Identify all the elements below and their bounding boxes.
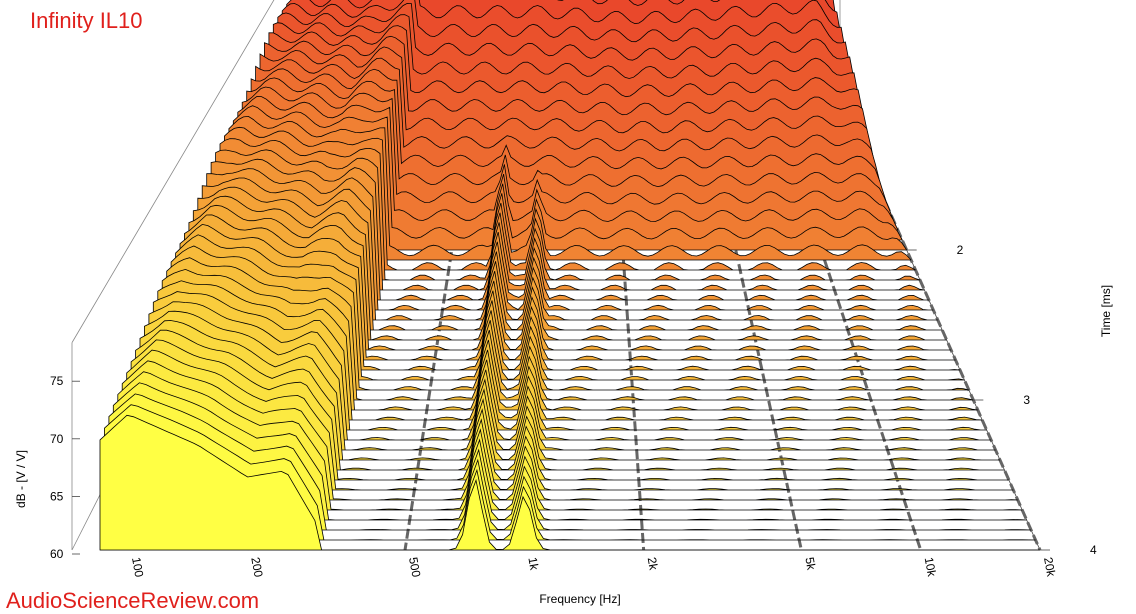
x-tick-label: 500 (406, 556, 423, 578)
y-tick-label: 60 (50, 547, 64, 561)
time-tick-label: 3 (1023, 393, 1030, 407)
decay-slice (246, 77, 894, 221)
watermark: AudioScienceReview.com (6, 588, 260, 613)
y-tick-label: 75 (50, 374, 64, 388)
decay-slices (99, 0, 1040, 551)
y-tick-label: 65 (50, 489, 64, 503)
time-tick-label: 2 (957, 243, 964, 257)
decay-slice (99, 414, 1040, 551)
x-tick-label: 100 (129, 556, 146, 578)
x-tick-label: 2k (645, 556, 661, 572)
x-tick-label: 10k (922, 556, 939, 578)
x-tick-label: 200 (248, 556, 265, 578)
x-tick-label: 5k (802, 556, 818, 572)
time-axis-label: Time [ms] (1099, 284, 1113, 338)
brand-title: Infinity IL10 (30, 8, 143, 33)
x-tick-label: 1k (525, 556, 541, 572)
axis-ticks: 100 200 500 1k 2k 5k 10k 20k 60 65 70 75 2 3 4 (50, 243, 1097, 579)
x-axis-label: Frequency [Hz] (539, 592, 621, 606)
x-tick-label: 20k (1041, 556, 1058, 578)
decay-slice (241, 86, 899, 231)
y-axis-label: dB - [V / V] (14, 449, 28, 509)
time-tick-label: 4 (1090, 543, 1097, 557)
y-tick-label: 70 (50, 432, 64, 446)
grid-line-x (838, 99, 1042, 551)
